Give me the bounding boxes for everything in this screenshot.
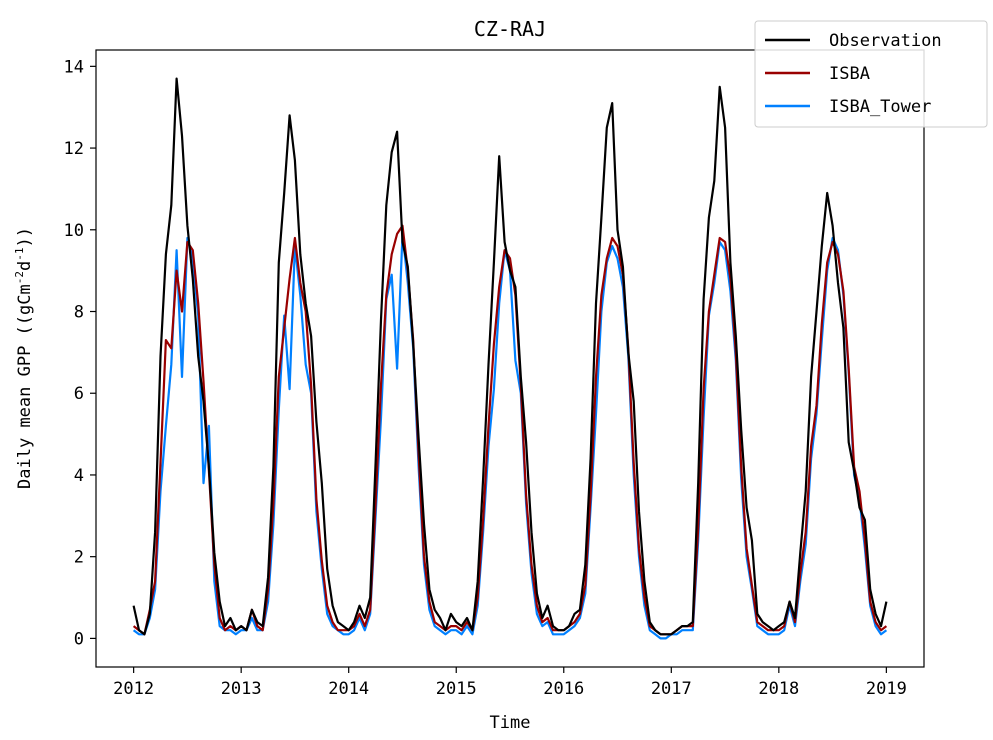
x-tick-label: 2014 — [328, 679, 369, 699]
y-tick-label: 14 — [64, 57, 84, 77]
x-axis-ticks: 2012 2013 2014 2015 2016 2017 2018 2019 — [113, 667, 907, 699]
y-axis-label-unit-d: d — [15, 261, 35, 271]
y-axis-label-main: Daily mean GPP ((gCm — [15, 284, 35, 489]
legend: Observation ISBA ISBA_Tower — [754, 20, 988, 128]
y-axis-label: Daily mean GPP ((gCm-2d-1)) — [13, 227, 35, 489]
y-tick-label: 12 — [64, 139, 84, 159]
series-line-isba — [132, 224, 888, 636]
y-tick-label: 2 — [74, 548, 84, 568]
y-tick-label: 4 — [74, 466, 84, 486]
series-line-observation — [132, 77, 888, 636]
y-axis-ticks: 0 2 4 6 8 10 12 14 — [64, 57, 96, 649]
legend-box — [754, 20, 988, 128]
x-tick-label: 2016 — [543, 679, 584, 699]
y-axis-label-unit-exp1: -2 — [13, 271, 26, 284]
legend-label-isba: ISBA — [829, 64, 870, 84]
y-tick-label: 6 — [74, 384, 84, 404]
x-tick-label: 2018 — [758, 679, 799, 699]
x-tick-label: 2015 — [436, 679, 477, 699]
x-tick-label: 2013 — [221, 679, 262, 699]
y-tick-label: 10 — [64, 221, 84, 241]
x-tick-label: 2012 — [113, 679, 154, 699]
plot-area: 0 2 4 6 8 10 12 14 2012 2013 2014 2015 2016 2017 2018… — [64, 49, 925, 699]
x-tick-label: 2017 — [651, 679, 692, 699]
y-axis-label-unit-exp2: -1 — [13, 248, 26, 261]
legend-label-isba-tower: ISBA_Tower — [829, 97, 931, 117]
plot-frame — [95, 49, 925, 668]
chart-title: CZ-RAJ — [474, 17, 546, 41]
x-axis-label: Time — [490, 713, 531, 733]
x-tick-label: 2019 — [866, 679, 907, 699]
series-layer — [132, 77, 888, 640]
legend-label-observation: Observation — [829, 31, 942, 51]
y-axis-label-unit-close: )) — [15, 227, 35, 247]
y-tick-label: 0 — [74, 629, 84, 649]
y-tick-label: 8 — [74, 303, 84, 323]
